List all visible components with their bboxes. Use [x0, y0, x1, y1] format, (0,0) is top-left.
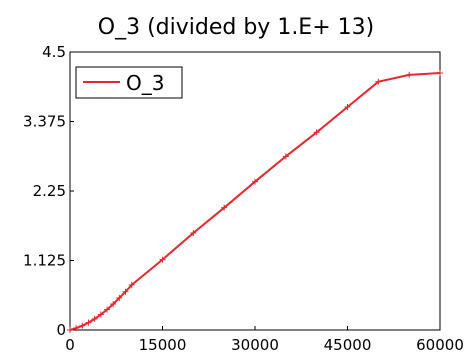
y-tick-label: 2.25	[33, 182, 66, 200]
data-point	[159, 256, 166, 263]
data-point	[79, 322, 86, 329]
data-point	[67, 327, 73, 333]
data-point	[406, 71, 413, 78]
data-point	[85, 319, 92, 326]
legend-label-o3: O_3	[126, 71, 164, 95]
x-tick-label: 30000	[231, 336, 279, 354]
data-point	[104, 306, 110, 313]
chart-title: O_3 (divided by 1.E+ 13)	[98, 15, 374, 40]
data-point	[375, 78, 382, 85]
series-layer	[67, 70, 443, 333]
x-tick-label: 15000	[139, 336, 187, 354]
x-tick-label: 0	[65, 336, 75, 354]
data-point	[282, 153, 289, 160]
y-tick-label: 4.5	[42, 43, 66, 61]
data-point	[73, 325, 80, 332]
legend-box	[75, 66, 183, 99]
data-point	[437, 70, 443, 77]
data-point	[313, 129, 320, 136]
x-tick-label: 45000	[324, 336, 372, 354]
y-axis: 0 1.125 2.25 3.375 4.5	[23, 43, 74, 339]
y-tick-label: 0	[56, 321, 66, 339]
data-point	[128, 281, 135, 288]
data-point	[252, 178, 258, 185]
data-point	[122, 288, 129, 295]
data-point	[190, 230, 197, 237]
data-point	[91, 315, 98, 322]
data-point	[221, 204, 228, 211]
x-tick-label: 60000	[416, 336, 464, 354]
data-point	[110, 301, 117, 308]
legend: O_3	[75, 66, 183, 99]
data-point	[344, 103, 351, 110]
y-tick-label: 3.375	[23, 113, 66, 131]
data-point	[116, 294, 123, 301]
y-tick-label: 1.125	[23, 252, 66, 270]
data-point	[97, 311, 104, 318]
x-axis: 0 15000 30000 45000 60000	[65, 326, 464, 354]
